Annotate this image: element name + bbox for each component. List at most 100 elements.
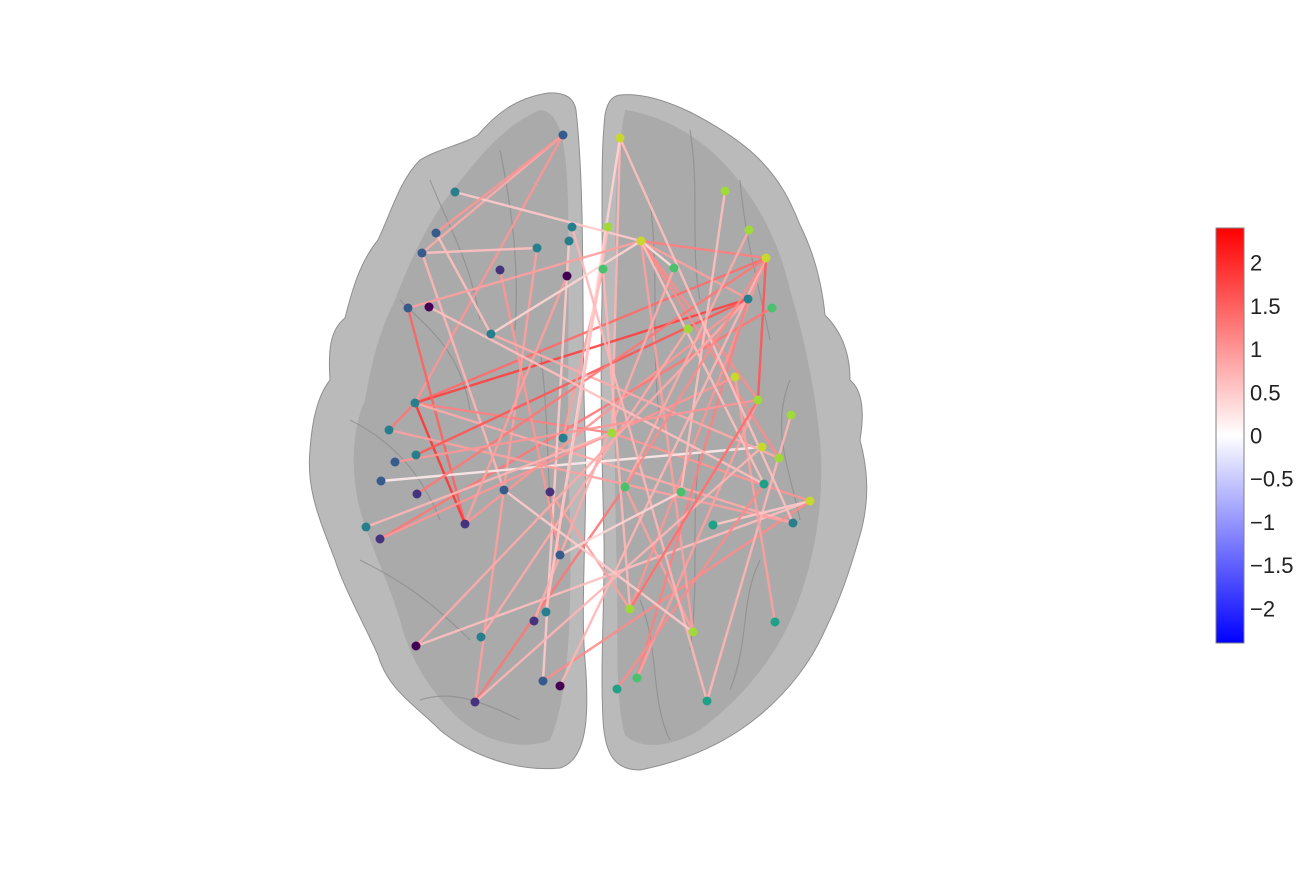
brain-node [598, 264, 608, 274]
connectivity-edge [733, 375, 777, 624]
connectivity-edge [756, 256, 768, 402]
connectivity-edge [420, 246, 539, 255]
connectivity-edge [679, 189, 727, 494]
brain-node [767, 303, 777, 313]
brain-node [529, 616, 539, 626]
brain-node [376, 476, 386, 486]
brain-node [450, 187, 460, 197]
left-hemisphere [308, 92, 588, 770]
brain-node [676, 487, 686, 497]
connectivity-edge [406, 239, 643, 310]
brain-node [532, 243, 542, 253]
connectivity-edge [558, 490, 683, 557]
colorbar-tick-label: 0 [1250, 424, 1262, 449]
colorbar: 2 1.5 1 0.5 0 −0.5 −1 −1.5 −2 [1215, 227, 1293, 644]
colorbar-tick-label: −1 [1250, 510, 1275, 535]
brain-node [412, 489, 422, 499]
brain-node [620, 482, 630, 492]
brain-node [615, 133, 625, 143]
brain-node [730, 372, 740, 382]
brain-node [607, 428, 617, 438]
brain-node [538, 676, 548, 686]
connectivity-edge [415, 256, 768, 496]
colorbar-gradient [1215, 227, 1245, 644]
brain-node [417, 248, 427, 258]
connectivity-edge [453, 190, 643, 243]
brain-node [541, 607, 551, 617]
connectivity-edge [413, 297, 750, 405]
brain-node [757, 442, 767, 452]
brain-node [555, 681, 565, 691]
brain-node [567, 222, 577, 232]
connectivity-edge [413, 401, 614, 435]
connectivity-edge [434, 133, 565, 235]
brain-node [603, 222, 613, 232]
connectivity-edge [479, 327, 690, 639]
brain-node [562, 271, 572, 281]
brain-node [403, 303, 413, 313]
brain-node [495, 265, 505, 275]
brain-node [390, 457, 400, 467]
brain-nodes [361, 130, 815, 707]
brain-node [431, 228, 441, 238]
brain-node [564, 236, 574, 246]
brain-node [486, 329, 496, 339]
brain-node [636, 236, 646, 246]
connectivity-edge [489, 239, 643, 336]
connectivity-edge [420, 133, 565, 255]
brain-node [753, 395, 763, 405]
brain-node [375, 534, 385, 544]
colorbar-tick-label: 1 [1250, 337, 1262, 362]
brain-node [788, 518, 798, 528]
brain-node [612, 684, 622, 694]
brain-node [558, 130, 568, 140]
connectivity-edge [463, 274, 569, 526]
brain-node [632, 673, 642, 683]
connectivity-edge [502, 488, 695, 634]
connectivity-edge [618, 136, 795, 525]
connectivity-edge [639, 239, 750, 301]
connectivity-edge [413, 401, 795, 525]
colorbar-ticks: 2 1.5 1 0.5 0 −0.5 −1 −1.5 −2 [1250, 251, 1293, 622]
colorbar-tick-label: −2 [1250, 596, 1275, 621]
connectivity-edge [406, 306, 467, 526]
colorbar-tick-label: −0.5 [1250, 467, 1293, 492]
brain-node [361, 522, 371, 532]
connectivity-edge [544, 225, 610, 614]
colorbar-tick-label: −1.5 [1250, 553, 1293, 578]
connectivity-edge [489, 332, 781, 460]
brain-node [761, 253, 771, 263]
brain-node [702, 696, 712, 706]
left-hemisphere-fold-b [349, 149, 556, 721]
connectivity-edge [387, 401, 417, 432]
brain-node [384, 425, 394, 435]
brain-node [743, 294, 753, 304]
connectivity-edge [473, 246, 539, 704]
connectivity-edge [434, 231, 493, 336]
colorbar-tick-label: 1.5 [1250, 294, 1281, 319]
connectivity-edge [414, 297, 750, 648]
brain-node [555, 550, 565, 560]
connectivity-edge [623, 228, 751, 489]
brain-node [625, 604, 635, 614]
brain-node [558, 433, 568, 443]
brain-node [545, 487, 555, 497]
connectivity-edge [473, 445, 764, 704]
connectivity-edge [639, 239, 676, 270]
connectivity-edge [628, 398, 760, 611]
connectivity-edge [711, 499, 812, 527]
connectivity-edge [705, 413, 793, 703]
brain-node [786, 410, 796, 420]
brain-node [759, 479, 769, 489]
connectivity-edge [532, 266, 676, 623]
brain-node [774, 453, 784, 463]
colorbar-tick-label: 0.5 [1250, 380, 1281, 405]
connectivity-edge [623, 256, 768, 489]
brain-node [744, 225, 754, 235]
connectivity-edge [558, 256, 768, 688]
brain-node [770, 617, 780, 627]
connectivity-edge [427, 305, 766, 486]
brain-node [470, 697, 480, 707]
connectivity-edge [610, 136, 622, 435]
brain-node [499, 485, 509, 495]
